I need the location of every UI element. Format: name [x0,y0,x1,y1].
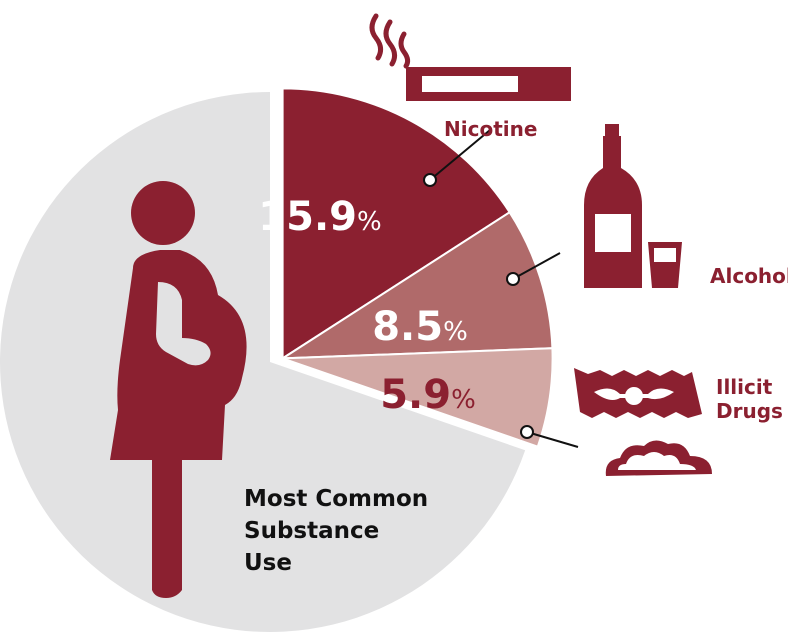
callout-marker-illicit-drugs [520,425,534,439]
caption-line: Substance [244,518,379,544]
category-labels: Nicotine Alcohol Illicit Drugs [444,117,788,423]
callout-line-illicit-drugs [526,431,579,448]
callout-lines [423,129,579,448]
callout-line-nicotine [429,129,491,181]
pregnant-woman-icon [110,181,247,598]
caption-line: Use [244,550,292,576]
pie-slice-nicotine [281,87,512,361]
callout-marker-nicotine [423,173,437,187]
callout-line-alcohol [512,252,561,280]
cigarette-icon [369,13,571,101]
pie-slice-illicit-drugs [282,347,554,448]
chart-caption: Most Common Substance Use [244,486,428,576]
category-label-alcohol: Alcohol [710,264,788,288]
callout-marker-alcohol [506,272,520,286]
pie-slices [278,87,554,448]
category-label-illicit-drugs: Illicit Drugs [716,375,783,423]
slice-value-labels: 15.9% 8.5% 5.9% [258,194,476,418]
value-label-alcohol: 8.5% [372,304,468,350]
razor-blade-and-powder-icon [574,368,712,476]
value-label-illicit-drugs: 5.9% [380,372,476,418]
value-label-nicotine: 15.9% [258,194,381,240]
pie-slice-alcohol [278,210,554,360]
category-label-nicotine: Nicotine [444,117,537,141]
pie-remainder-slice [0,92,526,632]
wine-bottle-and-glass-icon [584,124,682,288]
caption-line: Most Common [244,486,428,512]
